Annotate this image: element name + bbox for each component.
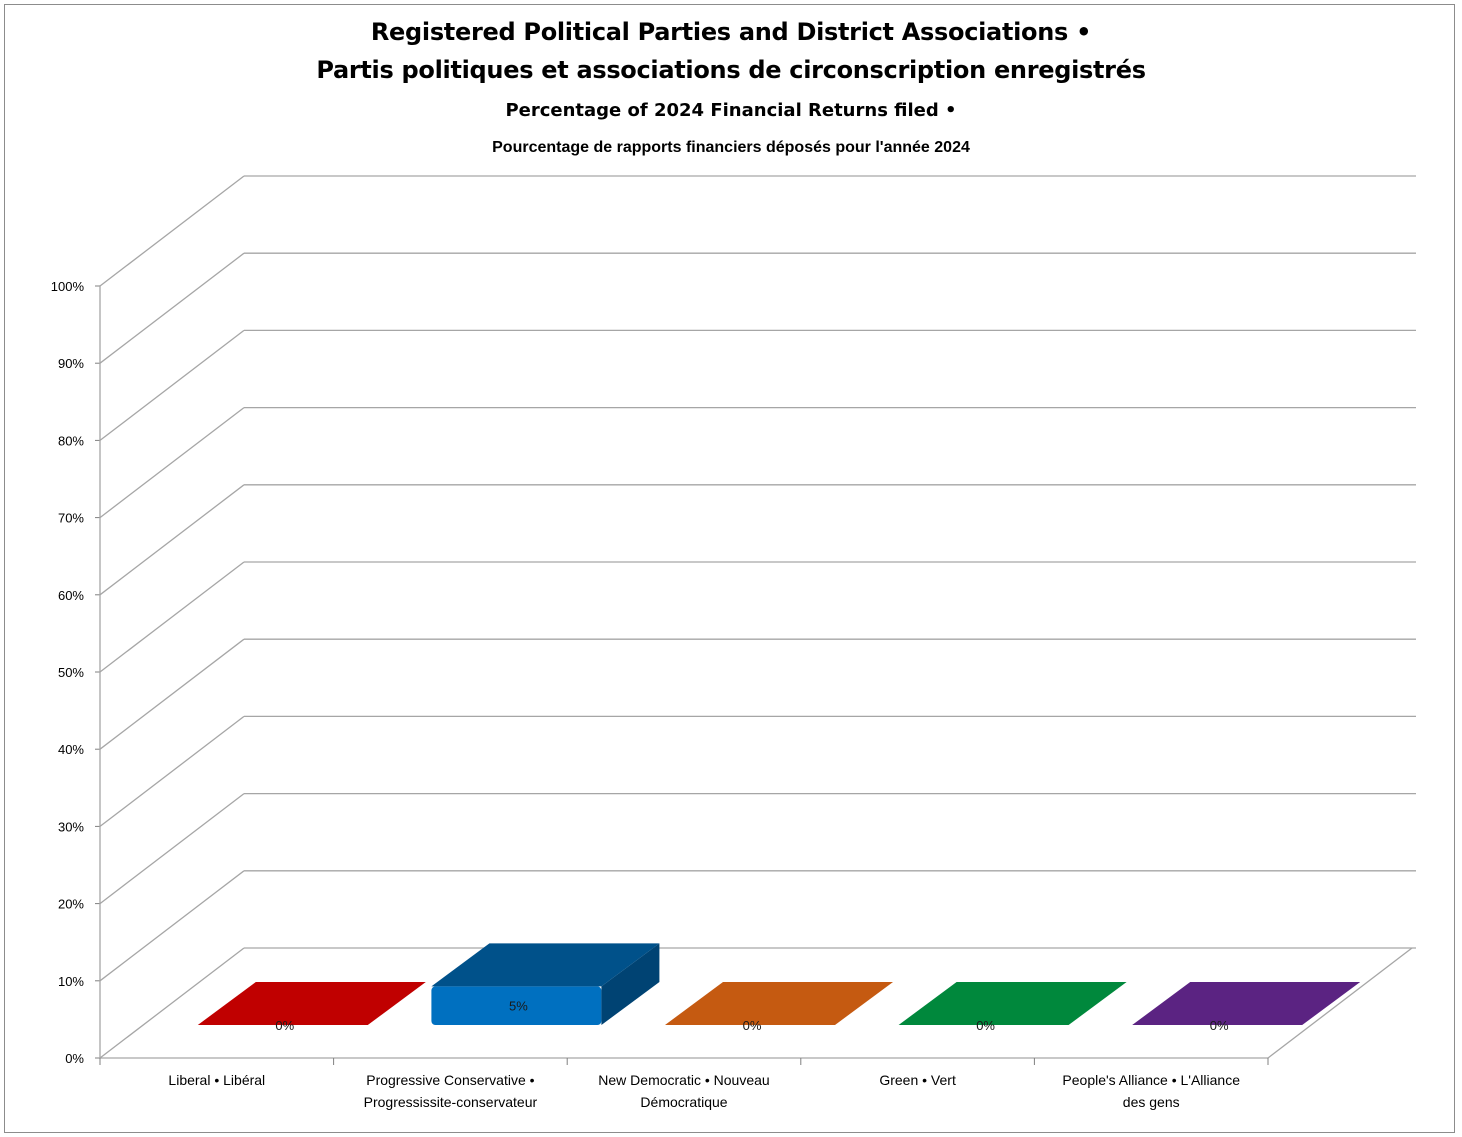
gridline-side (99, 947, 245, 1059)
y-tick-label: 0% (65, 1051, 84, 1066)
bar-top (431, 943, 660, 987)
gridline-side (99, 870, 245, 982)
gridline-side (99, 793, 245, 905)
data-label: 5% (509, 999, 528, 1014)
category-label: Liberal • Libéral (168, 1072, 265, 1088)
gridline-side (99, 484, 245, 596)
gridline-side (99, 252, 245, 364)
chart-title-line2: Partis politiques et associations de cir… (316, 56, 1146, 84)
bar-top (1132, 982, 1361, 1025)
chart-subtitle: Percentage of 2024 Financial Returns fil… (505, 100, 957, 121)
bar-side (601, 943, 660, 1025)
gridline-side (99, 175, 245, 287)
y-tick-label: 60% (58, 588, 84, 603)
data-label: 0% (743, 1018, 762, 1033)
category-label: Green • Vert (879, 1072, 956, 1088)
y-tick-label: 30% (58, 819, 84, 834)
gridline-side (99, 715, 245, 827)
data-label: 0% (976, 1018, 995, 1033)
y-tick-label: 90% (58, 356, 84, 371)
bar-top (665, 982, 893, 1025)
bar-front (431, 986, 602, 1025)
chart-frame (4, 4, 1455, 1133)
category-label: New Democratic • Nouveau Démocratique (598, 1072, 769, 1110)
y-tick-label: 80% (58, 433, 84, 448)
category-label: People's Alliance • L'Alliance des gens (1062, 1072, 1240, 1110)
data-label: 0% (275, 1018, 294, 1033)
floor-right-edge (1267, 947, 1413, 1059)
chart-title: Registered Political Parties and Distric… (370, 18, 1092, 46)
bar-top (197, 982, 426, 1025)
y-tick-label: 100% (51, 279, 85, 294)
y-tick-label: 10% (58, 974, 84, 989)
bar-top (898, 982, 1127, 1025)
y-tick-label: 50% (58, 665, 84, 680)
gridline-side (99, 561, 245, 673)
gridline-side (99, 407, 245, 519)
y-tick-label: 70% (58, 511, 84, 526)
y-tick-label: 40% (58, 742, 84, 757)
gridline-side (99, 329, 245, 441)
category-label: Progressive Conservative • Progressissite… (364, 1072, 538, 1110)
chart-subtitle-line2: Pourcentage de rapports financiers dépos… (492, 139, 970, 156)
gridline-side (99, 638, 245, 750)
data-label: 0% (1210, 1018, 1229, 1033)
y-tick-label: 20% (58, 897, 84, 912)
